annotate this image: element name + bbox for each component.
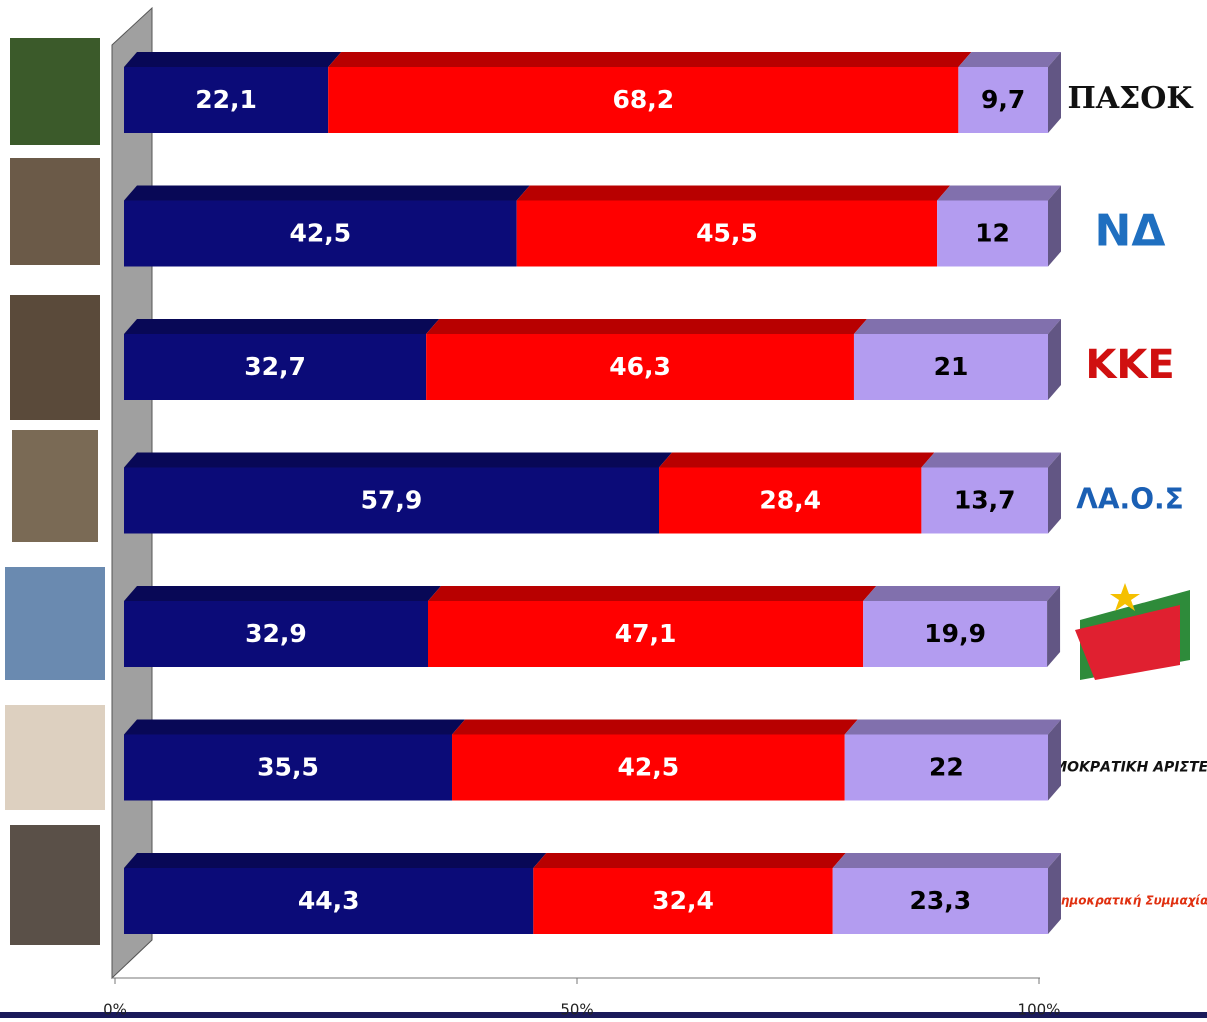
value-label: 45,5 — [696, 219, 758, 248]
value-label: 32,7 — [244, 352, 306, 381]
bar-top — [426, 319, 867, 334]
value-label: 42,5 — [618, 753, 680, 782]
value-label: 9,7 — [981, 85, 1025, 114]
bar-top — [452, 720, 858, 735]
bar-top — [124, 586, 441, 601]
bar-top — [533, 853, 845, 868]
value-label: 12 — [975, 219, 1010, 248]
bar-top — [845, 720, 1061, 735]
bar-top — [958, 52, 1061, 67]
photo — [10, 825, 100, 945]
bar-top — [517, 186, 950, 201]
value-label: 28,4 — [759, 486, 821, 515]
party-logo-text: ΝΔ — [1095, 206, 1166, 257]
party-logo-text: ΛΑ.Ο.Σ — [1076, 483, 1184, 516]
value-label: 47,1 — [615, 619, 677, 648]
value-label: 32,9 — [245, 619, 307, 648]
bar-top — [854, 319, 1061, 334]
bar-top — [937, 186, 1061, 201]
bar-top — [328, 52, 971, 67]
value-label: 57,9 — [361, 486, 423, 515]
x-tick-label: 100% — [1018, 1001, 1061, 1019]
value-label: 42,5 — [290, 219, 352, 248]
bar-top — [428, 586, 876, 601]
bar-top — [124, 52, 341, 67]
value-label: 32,4 — [652, 886, 714, 915]
bar-top — [124, 853, 546, 868]
value-label: 68,2 — [612, 85, 674, 114]
photo — [10, 295, 100, 420]
photo — [10, 158, 100, 265]
party-logo-text: ΚΚΕ — [1085, 342, 1174, 388]
photo — [12, 430, 98, 542]
bar-top — [863, 586, 1060, 601]
chart: 0% 50% 100% ΠΑΣΟΚ 22,1 68,2 9,7 ΝΔ 42,5 45,5 12 ΚΚΕ… — [0, 0, 1207, 1018]
photo — [5, 567, 105, 680]
value-label: 22 — [929, 753, 964, 782]
bar-top — [833, 853, 1061, 868]
party-logo-text: ΠΑΣΟΚ — [1067, 81, 1193, 116]
value-label: 44,3 — [298, 886, 360, 915]
value-label: 46,3 — [609, 352, 671, 381]
bar-top — [124, 453, 672, 468]
value-label: 35,5 — [257, 753, 319, 782]
value-label: 22,1 — [195, 85, 257, 114]
value-label: 23,3 — [910, 886, 972, 915]
bar-top — [124, 720, 465, 735]
value-label: 13,7 — [954, 486, 1016, 515]
value-label: 19,9 — [924, 619, 986, 648]
bar-top — [124, 186, 530, 201]
photo — [10, 38, 100, 145]
x-tick-label: 0% — [103, 1001, 127, 1019]
bar-top — [124, 319, 439, 334]
party-logo-text: Δημοκρατική Συμμαχία — [1051, 894, 1207, 908]
bar-top — [659, 453, 934, 468]
photo — [5, 705, 105, 810]
value-label: 21 — [934, 352, 969, 381]
bar-top — [921, 453, 1061, 468]
syriza-logo — [1075, 583, 1190, 680]
x-tick-label: 50% — [560, 1001, 593, 1019]
photos — [5, 38, 105, 945]
